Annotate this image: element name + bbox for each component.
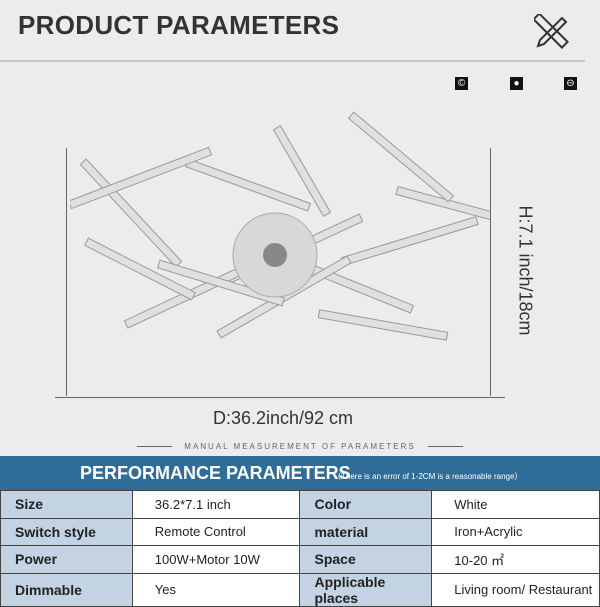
manual-measurement-note: MANUAL MEASUREMENT OF PARAMETERS [0,442,600,451]
param-value: White [431,490,600,519]
param-label: Size [0,490,133,519]
fan-light-bar [84,237,196,301]
fan-light-bar [184,158,312,212]
divider [0,60,585,62]
fan-light-bar [157,259,285,307]
diameter-label: D:36.2inch/92 cm [212,408,354,428]
error-note: （There is an error of 1-2CM is a reasona… [333,472,523,481]
param-label: Space [299,545,433,574]
table-row: Power 100W+Motor 10W Space 10-20 ㎡ [0,545,600,574]
param-value: 100W+Motor 10W [131,545,301,574]
performance-header: PERFORMANCE PARAMETERS （There is an erro… [0,456,600,490]
rotate-icon: ● [510,77,523,90]
minus-circle-icon: ⊖ [564,77,577,90]
dimension-line-left [66,148,67,396]
param-label: Power [0,545,133,574]
fan-light-bar [341,216,479,266]
param-value: Yes [131,572,301,607]
ruler-pencil-icon [534,14,569,49]
fan-light-bar [347,111,455,203]
param-value: 36.2*7.1 inch [131,490,301,519]
fan-light-bar [79,158,183,268]
param-label: Applicable places [299,572,433,607]
ceiling-fan-image [70,111,490,341]
param-value: Iron+Acrylic [431,517,600,546]
dimension-line-right [490,148,491,396]
fan-light-bar [272,125,332,217]
fan-light-bar [317,309,449,341]
table-row: Switch style Remote Control material Iron+A… [0,517,600,546]
param-label: Switch style [0,517,133,546]
copyright-icon: © [455,77,468,90]
param-label: material [299,517,433,546]
fan-light-bar [70,146,213,210]
table-row: Dimmable Yes Applicable places Living room/… [0,572,600,607]
fan-light-bar [395,185,490,227]
param-value: 10-20 ㎡ [431,545,600,574]
performance-title: PERFORMANCE PARAMETERS [80,463,351,483]
param-label: Color [299,490,433,519]
dimension-line-bottom [55,397,505,398]
param-value: Remote Control [131,517,301,546]
table-row: Size 36.2*7.1 inch Color White [0,490,600,519]
page-title: PRODUCT PARAMETERS [18,10,340,40]
parameters-table: Size 36.2*7.1 inch Color White Switch style R… [0,490,600,607]
param-value: Living room/ Restaurant [431,572,600,607]
height-label: H:7.1 inch/18cm [515,205,536,336]
param-label: Dimmable [0,572,133,607]
